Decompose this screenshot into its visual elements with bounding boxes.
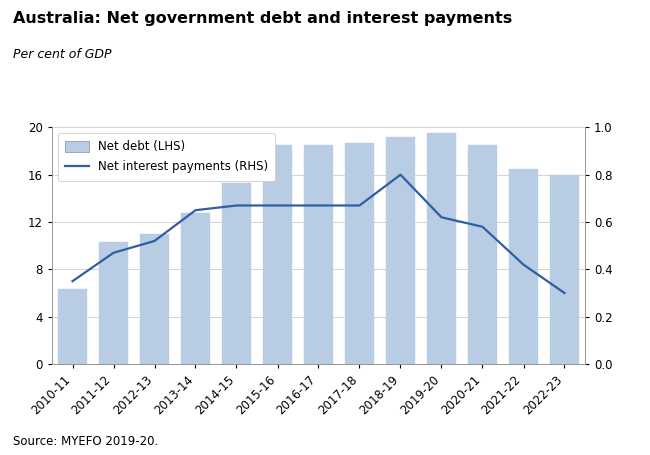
Bar: [99, 242, 128, 364]
Bar: [386, 137, 415, 364]
Text: Source: MYEFO 2019-20.: Source: MYEFO 2019-20.: [13, 435, 158, 448]
Text: Per cent of GDP: Per cent of GDP: [13, 48, 112, 61]
Text: Australia: Net government debt and interest payments: Australia: Net government debt and inter…: [13, 11, 512, 26]
Bar: [181, 212, 210, 364]
Bar: [304, 145, 333, 364]
Legend: Net debt (LHS), Net interest payments (RHS): Net debt (LHS), Net interest payments (R…: [58, 133, 275, 181]
Bar: [345, 143, 374, 364]
Bar: [550, 175, 579, 364]
Bar: [427, 133, 456, 364]
Bar: [263, 145, 292, 364]
Bar: [509, 169, 538, 364]
Bar: [140, 234, 169, 364]
Bar: [222, 183, 251, 364]
Bar: [58, 289, 87, 364]
Bar: [468, 145, 497, 364]
